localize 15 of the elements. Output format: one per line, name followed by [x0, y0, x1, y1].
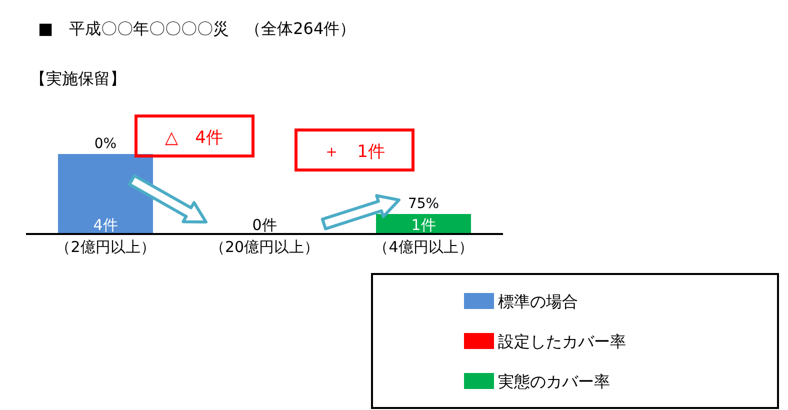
text: △ 4件	[165, 128, 223, 148]
x-tick-label: （20億円以上）	[210, 238, 320, 256]
legend-label: 設定したカバー率	[498, 332, 626, 351]
annotation: 75%	[408, 196, 440, 212]
data-label: 1件	[411, 216, 436, 234]
chart-title: ■ 平成〇〇年〇〇〇〇災 （全体264件）	[38, 19, 356, 38]
annotation: 0%	[94, 136, 117, 152]
annotation: ＋ 1件	[323, 142, 385, 162]
data-label: 4件	[93, 216, 118, 234]
data-label: 0件	[252, 216, 277, 234]
x-tick-label: （2億円以上）	[56, 238, 156, 256]
x-tick-label: （4億円以上）	[374, 238, 474, 256]
legend-label: 標準の場合	[498, 292, 578, 311]
legend-label: 実態のカバー率	[498, 372, 610, 391]
chart-subtitle: 【実施保留】	[30, 69, 126, 88]
